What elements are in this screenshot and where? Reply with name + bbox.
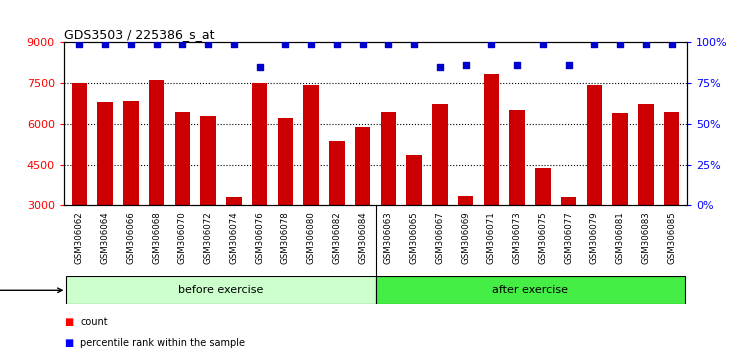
Point [99,41,111,47]
Point [408,41,420,47]
Text: GSM306070: GSM306070 [178,211,187,264]
Point [228,41,240,47]
Bar [406,155,422,287]
Point [202,41,214,47]
Text: before exercise: before exercise [178,285,264,295]
Text: after exercise: after exercise [492,285,568,295]
Text: GSM306062: GSM306062 [75,211,84,264]
Text: GSM306077: GSM306077 [564,211,573,264]
Bar [71,82,87,287]
Text: GSM306071: GSM306071 [487,211,496,264]
Text: percentile rank within the sample: percentile rank within the sample [80,338,246,348]
Bar [561,197,577,287]
Bar [174,112,190,287]
Text: GSM306073: GSM306073 [513,211,522,264]
Point [331,41,343,47]
Point [176,41,189,47]
Bar [664,112,680,287]
Point [562,62,575,68]
Bar [638,104,653,287]
Point [485,41,497,47]
Text: GSM306068: GSM306068 [152,211,161,264]
Text: GSM306081: GSM306081 [616,211,625,264]
Bar [226,197,242,287]
Text: GSM306075: GSM306075 [538,211,547,264]
Text: GSM306074: GSM306074 [229,211,238,264]
Bar [149,80,164,287]
Bar [98,102,113,287]
Bar [432,104,448,287]
Point [254,64,266,70]
Text: GSM306079: GSM306079 [590,211,599,264]
Text: GSM306084: GSM306084 [358,211,367,264]
Text: count: count [80,317,108,327]
Bar [252,82,267,287]
Text: GSM306083: GSM306083 [641,211,650,264]
Point [460,62,472,68]
Bar [303,85,319,287]
Point [434,64,446,70]
Text: GSM306065: GSM306065 [409,211,418,264]
Bar [509,110,525,287]
Text: GSM306066: GSM306066 [126,211,135,264]
Point [511,62,523,68]
Text: GSM306072: GSM306072 [204,211,213,264]
Point [74,41,86,47]
Bar [66,276,376,304]
Point [589,41,601,47]
Point [125,41,137,47]
Text: GSM306064: GSM306064 [101,211,110,264]
Text: GSM306078: GSM306078 [281,211,290,264]
Bar [329,141,345,287]
Text: protocol: protocol [0,285,62,295]
Text: GSM306082: GSM306082 [333,211,342,264]
Point [665,41,677,47]
Bar [355,127,370,287]
Bar [587,85,602,287]
Point [150,41,162,47]
Bar [535,168,550,287]
Text: GDS3503 / 225386_s_at: GDS3503 / 225386_s_at [64,28,214,41]
Text: GSM306080: GSM306080 [306,211,315,264]
Point [537,41,549,47]
Text: GSM306067: GSM306067 [436,211,445,264]
Text: ■: ■ [64,338,73,348]
Bar [376,276,685,304]
Point [279,41,291,47]
Bar [458,195,473,287]
Text: GSM306085: GSM306085 [667,211,676,264]
Text: GSM306076: GSM306076 [255,211,264,264]
Text: GSM306069: GSM306069 [461,211,470,264]
Point [382,41,394,47]
Bar [201,116,216,287]
Point [614,41,626,47]
Bar [278,119,293,287]
Bar [381,112,396,287]
Bar [613,113,628,287]
Point [640,41,652,47]
Bar [123,101,138,287]
Text: ■: ■ [64,317,73,327]
Point [305,41,317,47]
Text: GSM306063: GSM306063 [384,211,393,264]
Bar [484,74,499,287]
Point [357,41,369,47]
